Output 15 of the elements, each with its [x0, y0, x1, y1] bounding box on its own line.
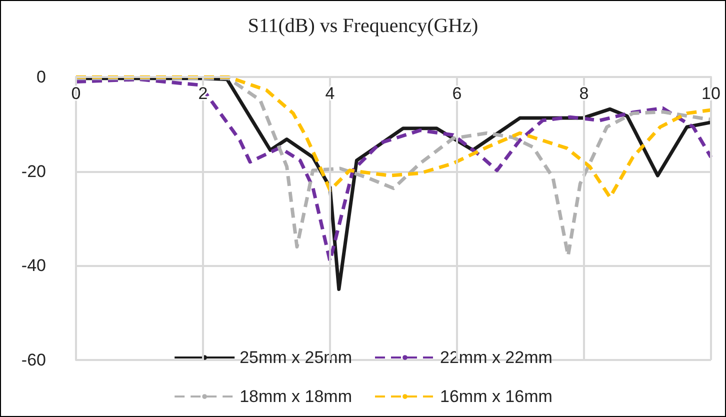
y-tick-label: -60: [21, 350, 46, 370]
legend-label: 18mm x 18mm: [240, 387, 352, 406]
y-tick-label: 0: [36, 68, 46, 86]
x-tick-label: 10: [702, 84, 720, 103]
x-tick-label: 4: [325, 84, 335, 103]
legend-label: 22mm x 22mm: [440, 348, 552, 367]
y-tick-label: -40: [21, 256, 46, 276]
x-tick-label: 8: [579, 84, 589, 103]
legend-label: 25mm x 25mm: [240, 348, 352, 367]
y-tick-label: -20: [21, 162, 46, 181]
x-tick-label: 2: [198, 84, 208, 103]
legend-label: 16mm x 16mm: [440, 387, 552, 406]
chart-title: S11(dB) vs Frequency(GHz): [248, 15, 478, 37]
x-tick-label: 0: [71, 84, 81, 103]
x-tick-label: 6: [452, 84, 462, 103]
